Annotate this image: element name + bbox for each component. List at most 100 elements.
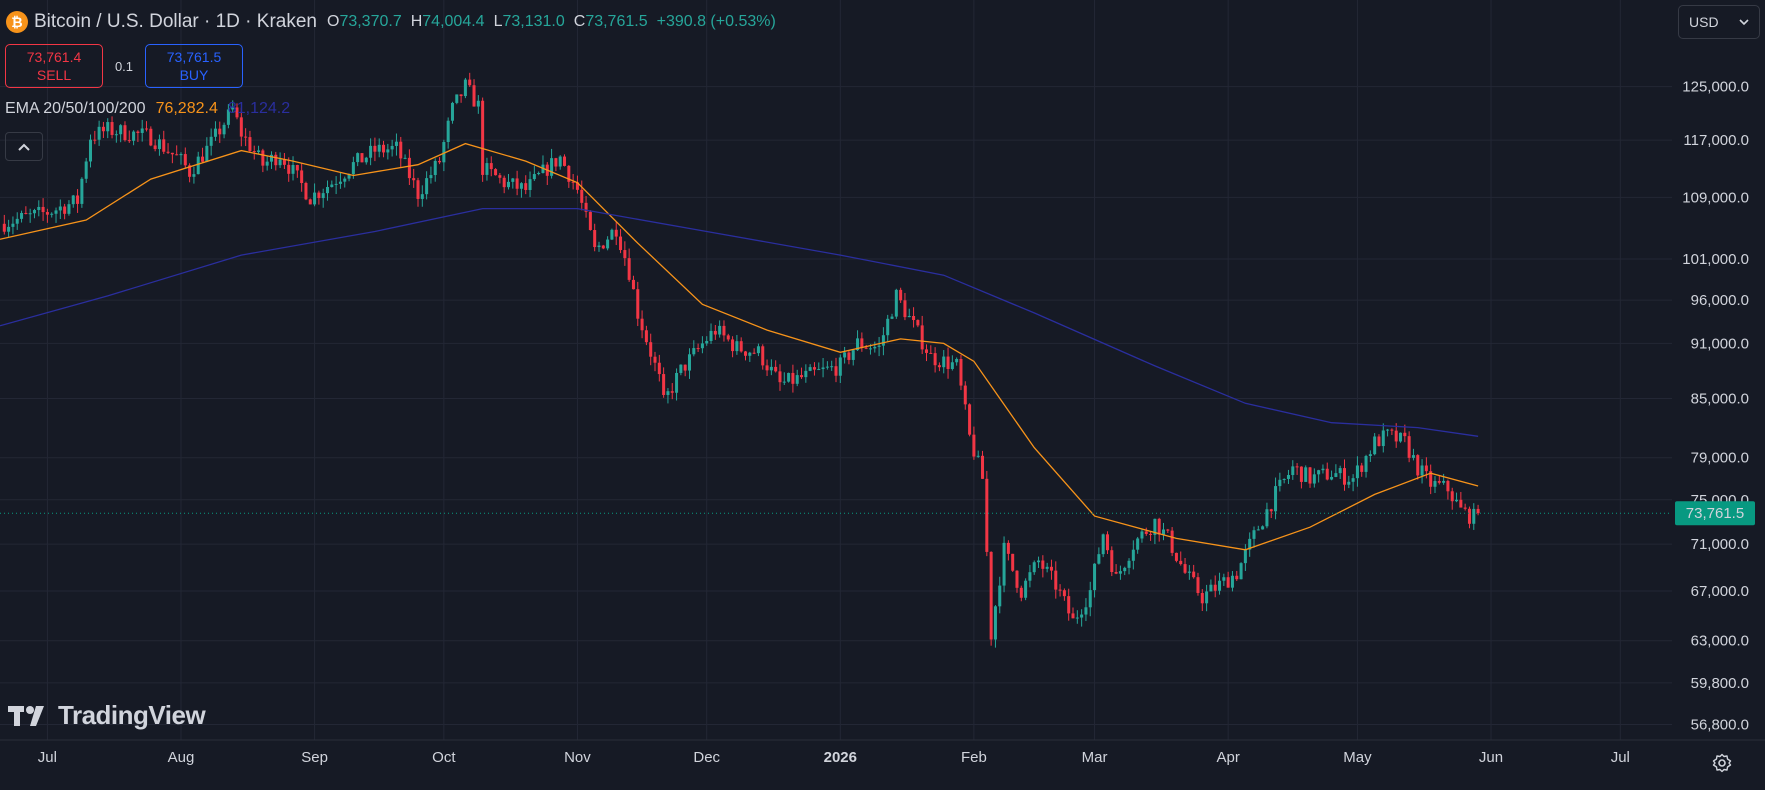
candle-down — [373, 145, 377, 152]
candle-up — [782, 381, 786, 383]
candle-up — [1101, 534, 1105, 555]
candle-up — [1161, 529, 1166, 535]
candle-up — [881, 335, 885, 346]
candle-up — [1373, 436, 1377, 455]
candle-down — [252, 151, 256, 153]
candle-down — [1041, 560, 1045, 569]
candle-up — [1032, 562, 1036, 573]
candle-down — [571, 181, 575, 183]
candle-up — [1274, 486, 1278, 512]
candle-down — [63, 206, 67, 214]
candle-down — [416, 180, 420, 199]
candle-down — [145, 128, 149, 130]
candle-down — [1360, 465, 1364, 472]
candle-down — [765, 365, 769, 371]
candle-down — [166, 151, 170, 153]
candle-down — [834, 366, 838, 376]
candle-down — [175, 154, 179, 156]
candle-up — [528, 179, 532, 191]
indicator-value-short: 76,282.4 — [155, 100, 218, 117]
candle-up — [425, 178, 429, 195]
candle-down — [1213, 584, 1217, 591]
ohlc-change: +390.8 (+0.53%) — [656, 13, 776, 30]
candle-down — [636, 289, 640, 319]
candle-down — [304, 182, 308, 200]
candle-down — [627, 258, 631, 280]
candle-up — [1347, 481, 1351, 485]
candle-up — [257, 150, 261, 153]
symbol-title[interactable]: Bitcoin / U.S. Dollar · 1D · Kraken — [34, 11, 317, 32]
candle-down — [920, 325, 924, 350]
candle-down — [300, 170, 304, 183]
y-tick-label: 79,000.0 — [1691, 450, 1749, 467]
candle-down — [933, 353, 937, 366]
candle-up — [71, 195, 75, 205]
candle-down — [860, 338, 864, 348]
candle-down — [563, 156, 567, 166]
candle-up — [226, 109, 230, 125]
candle-down — [1429, 471, 1433, 487]
candle-up — [1351, 478, 1355, 482]
candle-down — [580, 189, 584, 203]
sell-button[interactable]: 73,761.4 SELL — [5, 44, 103, 88]
candle-up — [37, 206, 41, 211]
candle-up — [1338, 468, 1342, 474]
ohlc-low: L73,131.0 — [493, 13, 565, 30]
ohlc-open: O73,370.7 — [326, 13, 402, 30]
indicator-value-long: 81,124.2 — [227, 100, 291, 117]
candle-up — [1381, 430, 1385, 447]
candle-down — [567, 165, 571, 182]
candle-up — [351, 162, 355, 175]
buy-button[interactable]: 73,761.5 BUY — [145, 44, 243, 88]
axes: 125,000.0 117,000.0 109,000.0 101,000.0 96,0… — [0, 79, 1755, 766]
currency-selector[interactable]: USD — [1678, 5, 1760, 39]
candle-down — [929, 352, 933, 354]
candle-up — [1355, 465, 1359, 479]
candle-up — [1097, 554, 1101, 564]
candle-up — [403, 157, 407, 159]
candle-down — [593, 230, 597, 248]
gear-icon[interactable] — [1712, 753, 1732, 773]
candle-up — [550, 158, 554, 176]
candle-up — [851, 350, 855, 360]
candle-up — [830, 366, 834, 368]
candle-up — [347, 174, 351, 179]
collapse-legend-button[interactable] — [5, 132, 43, 161]
candle-up — [1442, 480, 1446, 483]
candle-down — [1416, 455, 1420, 476]
candle-up — [735, 341, 739, 352]
tradingview-logo: TradingView — [8, 700, 206, 731]
candle-up — [338, 181, 342, 184]
candle-down — [1011, 553, 1015, 571]
candle-up — [1140, 531, 1144, 539]
x-tick-label: Jun — [1479, 749, 1503, 766]
candle-up — [1317, 470, 1321, 475]
candle-down — [308, 199, 312, 205]
candle-up — [442, 142, 446, 163]
candle-down — [1403, 432, 1407, 437]
indicator-legend[interactable]: EMA 20/50/100/200 76,282.4 81,124.2 — [5, 100, 290, 118]
candle-down — [295, 165, 299, 171]
candle-up — [506, 181, 511, 188]
candle-down — [101, 126, 105, 132]
candle-up — [804, 370, 808, 378]
candle-up — [1321, 468, 1325, 471]
candle-down — [317, 192, 321, 199]
candle-down — [640, 318, 644, 331]
candle-down — [1054, 570, 1058, 590]
candle-up — [119, 125, 123, 135]
candle-down — [899, 289, 903, 301]
quantity-field[interactable]: 0.1 — [114, 58, 134, 74]
candle-down — [623, 250, 627, 259]
candle-up — [519, 183, 523, 189]
candle-up — [106, 122, 110, 132]
ema-lines — [0, 142, 1479, 551]
candle-down — [631, 279, 635, 290]
candle-up — [291, 165, 295, 174]
candle-up — [692, 348, 696, 355]
candle-down — [1062, 590, 1066, 597]
y-tick-label: 85,000.0 — [1691, 391, 1749, 408]
candles — [2, 72, 1480, 648]
candle-up — [1088, 590, 1092, 608]
